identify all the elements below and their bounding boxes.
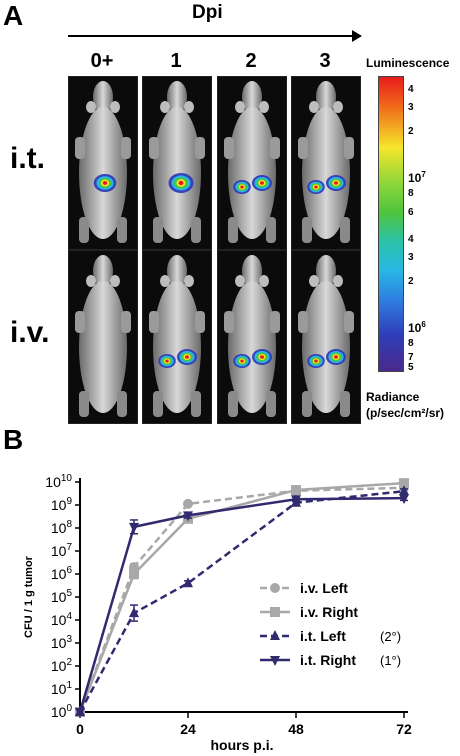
series-i-t-right [75, 494, 409, 718]
series-i-t-left [75, 485, 409, 716]
row-label-it: i.t. [10, 142, 45, 175]
dpi-arrow [68, 30, 362, 42]
x-tick-label: 24 [180, 721, 196, 737]
colorbar-tick-label: 106 [408, 320, 426, 335]
data-point [291, 495, 301, 506]
y-tick-label: 109 [51, 496, 73, 513]
colorbar-tick-label: 7 [408, 352, 414, 363]
x-tick-label: 48 [288, 721, 304, 737]
colorbar-tick-label: 5 [408, 362, 414, 373]
data-point [291, 485, 301, 496]
scale-footer-2: (p/sec/cm²/sr) [366, 406, 445, 420]
data-point [399, 494, 409, 505]
colorbar-tick-label: 107 [408, 170, 426, 185]
colorbar-tick-label: 8 [408, 188, 414, 199]
data-point [75, 708, 85, 718]
data-point [183, 511, 193, 522]
mouse-image-it-0 [68, 76, 138, 250]
legend-label: i.t. Left [300, 628, 346, 644]
data-point [183, 498, 193, 509]
colorbar-tick-label: 3 [408, 252, 414, 263]
series-i-v-right [75, 478, 409, 717]
y-tick-label: 107 [51, 542, 73, 559]
x-tick-label: 72 [396, 721, 412, 737]
legend-item: i.t. Left (2°) [260, 628, 401, 644]
scale-title: Luminescence [366, 56, 450, 70]
row-label-iv: i.v. [10, 316, 50, 349]
legend-item: i.v. Left [260, 580, 348, 596]
y-tick-label: 104 [51, 611, 73, 628]
data-point [129, 607, 139, 618]
legend-note: (2°) [380, 629, 401, 644]
panel-a-label: A [3, 0, 24, 31]
y-tick-label: 102 [51, 657, 73, 674]
y-tick-label: 100 [51, 703, 73, 720]
mouse-image-iv-0 [68, 250, 138, 424]
y-tick-label: 108 [51, 519, 73, 536]
colorbar-tick-label: 2 [408, 126, 414, 137]
data-point [183, 577, 193, 588]
series-line [78, 486, 405, 713]
y-axis-label: CFU / 1 g tumor [23, 555, 35, 638]
mouse-image-iv-1 [142, 250, 212, 424]
x-axis-label: hours p.i. [211, 737, 274, 753]
colorbar-tick-label: 8 [408, 338, 414, 349]
legend-label: i.v. Right [300, 604, 358, 620]
data-point [399, 485, 409, 496]
legend-label: i.v. Left [300, 580, 348, 596]
y-tick-label: 101 [51, 680, 73, 697]
colorbar-tick-label: 3 [408, 102, 414, 113]
data-point [399, 478, 409, 489]
column-label-2: 2 [245, 50, 257, 72]
mouse-image-iv-2 [217, 250, 287, 424]
scale-footer-1: Radiance [366, 390, 420, 404]
y-tick-label: 106 [51, 565, 73, 582]
y-tick-label: 103 [51, 634, 73, 651]
legend-item: i.t. Right (1°) [260, 652, 401, 668]
legend-note: (1°) [380, 653, 401, 668]
colorbar-tick-label: 4 [408, 84, 414, 95]
series-line [78, 489, 405, 713]
x-tick-label: 0 [76, 721, 84, 737]
chart-axes [75, 478, 408, 718]
colorbar-tick-label: 2 [408, 276, 414, 287]
mouse-image-it-2 [217, 76, 287, 250]
y-tick-label: 105 [51, 588, 73, 605]
colorbar-tick-label: 4 [408, 234, 414, 245]
luminescence-colorbar [378, 76, 404, 372]
legend-label: i.t. Right [300, 652, 356, 668]
dpi-axis-title: Dpi [192, 2, 223, 23]
cfu-line-chart: 100 101 102 103 104 105 106 107 108 109 1010 0 24 48 7… [23, 473, 412, 753]
mouse-image-iv-3 [291, 250, 361, 424]
y-tick-label: 1010 [45, 473, 72, 490]
data-point [129, 522, 139, 533]
colorbar-tick-label: 6 [408, 207, 414, 218]
series-line [78, 481, 405, 713]
mouse-image-it-1 [142, 76, 212, 250]
mouse-image-it-3 [291, 76, 361, 250]
panel-b-label: B [3, 424, 24, 455]
data-point [129, 569, 139, 579]
column-label-1: 1 [170, 50, 182, 72]
column-label-3: 3 [319, 50, 331, 72]
legend-item: i.v. Right [260, 604, 358, 620]
column-label-0: 0+ [90, 50, 114, 72]
